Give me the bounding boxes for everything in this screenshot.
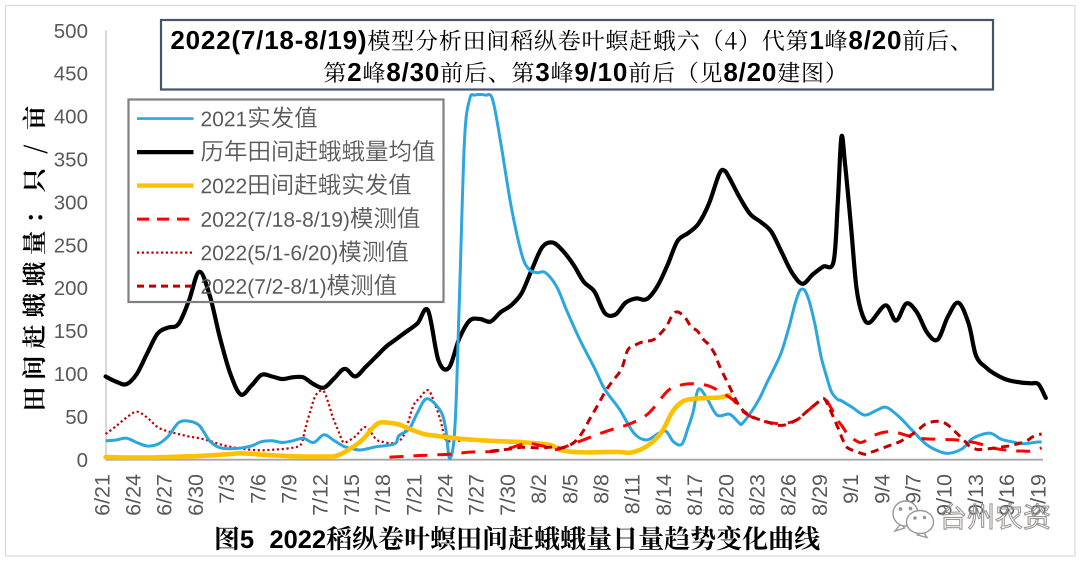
svg-text:50: 50 bbox=[65, 406, 88, 429]
svg-text:6/30: 6/30 bbox=[184, 474, 208, 516]
svg-text:8/11: 8/11 bbox=[621, 474, 645, 514]
svg-text:350: 350 bbox=[54, 148, 88, 171]
svg-text:8/20: 8/20 bbox=[714, 474, 738, 516]
svg-text:8/14: 8/14 bbox=[652, 474, 676, 516]
svg-text:450: 450 bbox=[54, 63, 88, 86]
svg-text:400: 400 bbox=[54, 106, 88, 129]
svg-text:8/17: 8/17 bbox=[683, 474, 707, 516]
svg-text:8/5: 8/5 bbox=[558, 474, 582, 504]
svg-text:8/8: 8/8 bbox=[589, 474, 613, 504]
svg-text:7/18: 7/18 bbox=[371, 474, 395, 516]
svg-text:9/4: 9/4 bbox=[870, 474, 894, 504]
svg-text:9/1: 9/1 bbox=[839, 474, 863, 504]
svg-text:0: 0 bbox=[77, 449, 88, 472]
svg-text:8/29: 8/29 bbox=[808, 474, 832, 516]
svg-text:8/23: 8/23 bbox=[745, 474, 769, 516]
svg-text:7/6: 7/6 bbox=[246, 474, 270, 504]
svg-text:7/3: 7/3 bbox=[215, 474, 239, 504]
svg-text:6/21: 6/21 bbox=[90, 474, 114, 516]
svg-text:150: 150 bbox=[54, 320, 88, 343]
svg-text:7/24: 7/24 bbox=[433, 474, 457, 516]
svg-text:100: 100 bbox=[54, 363, 88, 386]
svg-text:7/12: 7/12 bbox=[309, 474, 333, 516]
svg-text:6/24: 6/24 bbox=[121, 474, 145, 516]
svg-text:250: 250 bbox=[54, 234, 88, 257]
svg-text:6/27: 6/27 bbox=[153, 474, 177, 516]
svg-text:9/19: 9/19 bbox=[1026, 474, 1050, 516]
svg-text:7/9: 7/9 bbox=[277, 474, 301, 504]
svg-text:7/30: 7/30 bbox=[496, 474, 520, 516]
svg-text:9/7: 9/7 bbox=[901, 474, 925, 504]
svg-text:7/15: 7/15 bbox=[340, 474, 364, 516]
svg-text:500: 500 bbox=[54, 20, 88, 43]
svg-text:8/2: 8/2 bbox=[527, 474, 551, 504]
svg-text:200: 200 bbox=[54, 277, 88, 300]
svg-text:9/10: 9/10 bbox=[933, 474, 957, 516]
svg-text:7/27: 7/27 bbox=[465, 474, 489, 516]
svg-text:300: 300 bbox=[54, 191, 88, 214]
svg-text:8/26: 8/26 bbox=[777, 474, 801, 516]
svg-text:7/21: 7/21 bbox=[402, 474, 426, 516]
